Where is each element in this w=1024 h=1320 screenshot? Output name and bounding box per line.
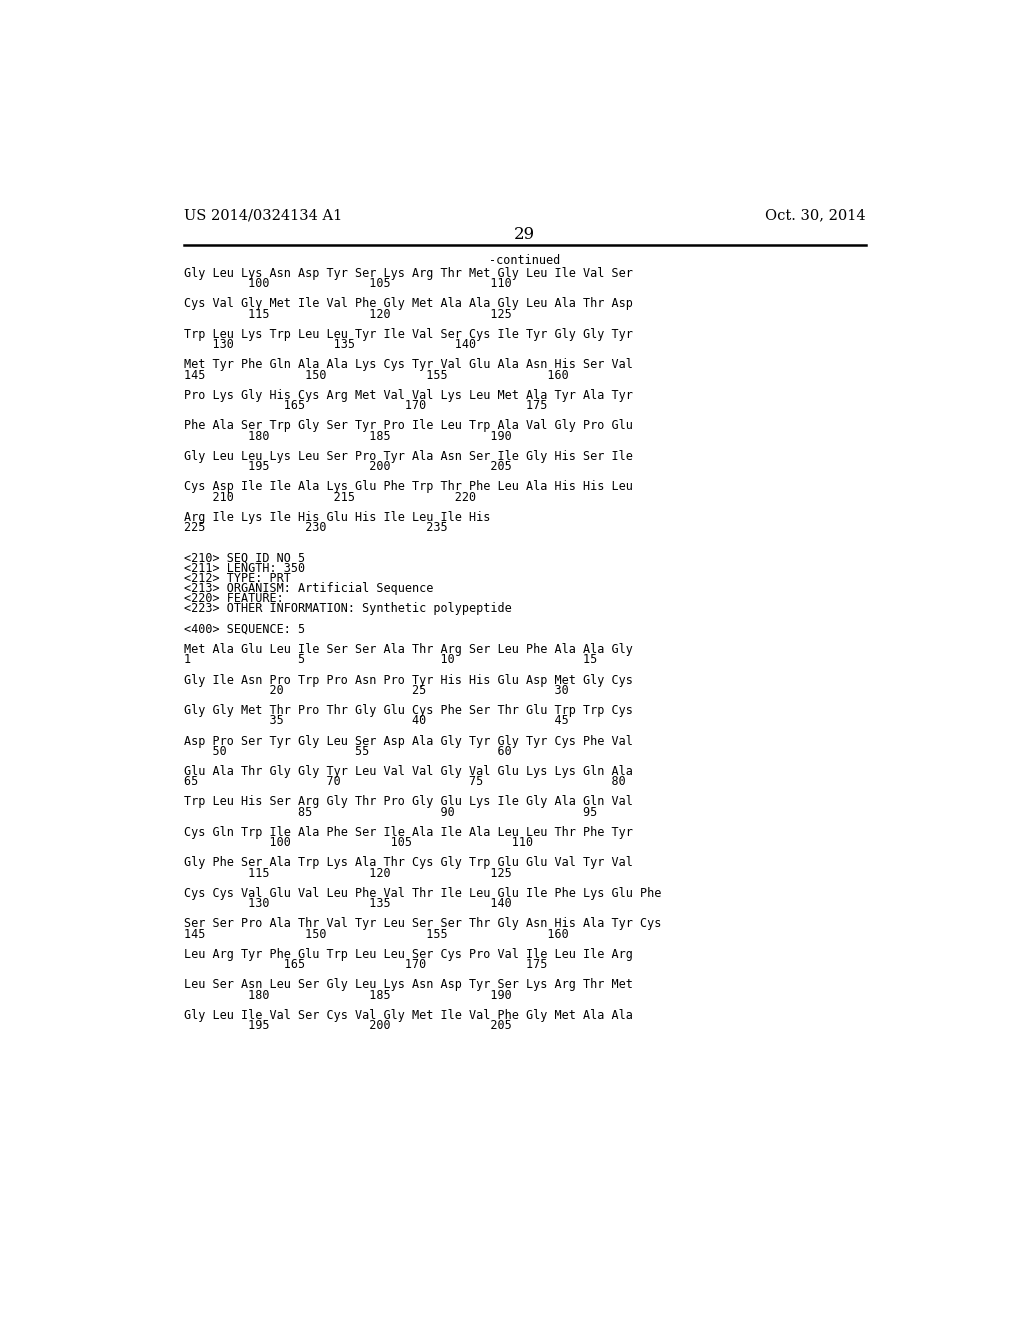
Text: 180              185              190: 180 185 190 xyxy=(183,429,512,442)
Text: Phe Ala Ser Trp Gly Ser Tyr Pro Ile Leu Trp Ala Val Gly Pro Glu: Phe Ala Ser Trp Gly Ser Tyr Pro Ile Leu … xyxy=(183,420,633,433)
Text: Gly Leu Leu Lys Leu Ser Pro Tyr Ala Asn Ser Ile Gly His Ser Ile: Gly Leu Leu Lys Leu Ser Pro Tyr Ala Asn … xyxy=(183,450,633,463)
Text: 65                  70                  75                  80: 65 70 75 80 xyxy=(183,775,626,788)
Text: Pro Lys Gly His Cys Arg Met Val Val Lys Leu Met Ala Tyr Ala Tyr: Pro Lys Gly His Cys Arg Met Val Val Lys … xyxy=(183,389,633,401)
Text: 180              185              190: 180 185 190 xyxy=(183,989,512,1002)
Text: <213> ORGANISM: Artificial Sequence: <213> ORGANISM: Artificial Sequence xyxy=(183,582,433,595)
Text: 115              120              125: 115 120 125 xyxy=(183,308,512,321)
Text: US 2014/0324134 A1: US 2014/0324134 A1 xyxy=(183,209,342,223)
Text: 145              150              155              160: 145 150 155 160 xyxy=(183,368,568,381)
Text: 195              200              205: 195 200 205 xyxy=(183,1019,512,1032)
Text: 85                  90                  95: 85 90 95 xyxy=(183,805,597,818)
Text: 145              150              155              160: 145 150 155 160 xyxy=(183,928,568,941)
Text: Cys Gln Trp Ile Ala Phe Ser Ile Ala Ile Ala Leu Leu Thr Phe Tyr: Cys Gln Trp Ile Ala Phe Ser Ile Ala Ile … xyxy=(183,826,633,840)
Text: <223> OTHER INFORMATION: Synthetic polypeptide: <223> OTHER INFORMATION: Synthetic polyp… xyxy=(183,602,512,615)
Text: Met Tyr Phe Gln Ala Ala Lys Cys Tyr Val Glu Ala Asn His Ser Val: Met Tyr Phe Gln Ala Ala Lys Cys Tyr Val … xyxy=(183,359,633,371)
Text: 115              120              125: 115 120 125 xyxy=(183,867,512,879)
Text: Arg Ile Lys Ile His Glu His Ile Leu Ile His: Arg Ile Lys Ile His Glu His Ile Leu Ile … xyxy=(183,511,490,524)
Text: 35                  40                  45: 35 40 45 xyxy=(183,714,568,727)
Text: Trp Leu Lys Trp Leu Leu Tyr Ile Val Ser Cys Ile Tyr Gly Gly Tyr: Trp Leu Lys Trp Leu Leu Tyr Ile Val Ser … xyxy=(183,327,633,341)
Text: 100              105              110: 100 105 110 xyxy=(183,277,512,290)
Text: Gly Phe Ser Ala Trp Lys Ala Thr Cys Gly Trp Glu Glu Val Tyr Val: Gly Phe Ser Ala Trp Lys Ala Thr Cys Gly … xyxy=(183,857,633,870)
Text: 100              105              110: 100 105 110 xyxy=(183,836,532,849)
Text: <220> FEATURE:: <220> FEATURE: xyxy=(183,593,284,605)
Text: Oct. 30, 2014: Oct. 30, 2014 xyxy=(765,209,866,223)
Text: 130              135              140: 130 135 140 xyxy=(183,338,476,351)
Text: Cys Cys Val Glu Val Leu Phe Val Thr Ile Leu Glu Ile Phe Lys Glu Phe: Cys Cys Val Glu Val Leu Phe Val Thr Ile … xyxy=(183,887,662,900)
Text: <210> SEQ ID NO 5: <210> SEQ ID NO 5 xyxy=(183,552,305,565)
Text: Ser Ser Pro Ala Thr Val Tyr Leu Ser Ser Thr Gly Asn His Ala Tyr Cys: Ser Ser Pro Ala Thr Val Tyr Leu Ser Ser … xyxy=(183,917,662,931)
Text: Trp Leu His Ser Arg Gly Thr Pro Gly Glu Lys Ile Gly Ala Gln Val: Trp Leu His Ser Arg Gly Thr Pro Gly Glu … xyxy=(183,796,633,808)
Text: 225              230              235: 225 230 235 xyxy=(183,521,447,535)
Text: 165              170              175: 165 170 175 xyxy=(183,399,547,412)
Text: <212> TYPE: PRT: <212> TYPE: PRT xyxy=(183,572,291,585)
Text: Asp Pro Ser Tyr Gly Leu Ser Asp Ala Gly Tyr Gly Tyr Cys Phe Val: Asp Pro Ser Tyr Gly Leu Ser Asp Ala Gly … xyxy=(183,734,633,747)
Text: -continued: -continued xyxy=(489,253,560,267)
Text: 130              135              140: 130 135 140 xyxy=(183,898,512,909)
Text: Gly Leu Ile Val Ser Cys Val Gly Met Ile Val Phe Gly Met Ala Ala: Gly Leu Ile Val Ser Cys Val Gly Met Ile … xyxy=(183,1008,633,1022)
Text: Cys Val Gly Met Ile Val Phe Gly Met Ala Ala Gly Leu Ala Thr Asp: Cys Val Gly Met Ile Val Phe Gly Met Ala … xyxy=(183,297,633,310)
Text: Gly Gly Met Thr Pro Thr Gly Glu Cys Phe Ser Thr Glu Trp Trp Cys: Gly Gly Met Thr Pro Thr Gly Glu Cys Phe … xyxy=(183,704,633,717)
Text: Cys Asp Ile Ile Ala Lys Glu Phe Trp Thr Phe Leu Ala His His Leu: Cys Asp Ile Ile Ala Lys Glu Phe Trp Thr … xyxy=(183,480,633,494)
Text: 1               5                   10                  15: 1 5 10 15 xyxy=(183,653,597,667)
Text: 50                  55                  60: 50 55 60 xyxy=(183,744,512,758)
Text: Leu Ser Asn Leu Ser Gly Leu Lys Asn Asp Tyr Ser Lys Arg Thr Met: Leu Ser Asn Leu Ser Gly Leu Lys Asn Asp … xyxy=(183,978,633,991)
Text: Glu Ala Thr Gly Gly Tyr Leu Val Val Gly Val Glu Lys Lys Gln Ala: Glu Ala Thr Gly Gly Tyr Leu Val Val Gly … xyxy=(183,766,633,777)
Text: Gly Ile Asn Pro Trp Pro Asn Pro Tyr His His Glu Asp Met Gly Cys: Gly Ile Asn Pro Trp Pro Asn Pro Tyr His … xyxy=(183,673,633,686)
Text: Leu Arg Tyr Phe Glu Trp Leu Leu Ser Cys Pro Val Ile Leu Ile Arg: Leu Arg Tyr Phe Glu Trp Leu Leu Ser Cys … xyxy=(183,948,633,961)
Text: 20                  25                  30: 20 25 30 xyxy=(183,684,568,697)
Text: Gly Leu Lys Asn Asp Tyr Ser Lys Arg Thr Met Gly Leu Ile Val Ser: Gly Leu Lys Asn Asp Tyr Ser Lys Arg Thr … xyxy=(183,267,633,280)
Text: <400> SEQUENCE: 5: <400> SEQUENCE: 5 xyxy=(183,623,305,636)
Text: 210              215              220: 210 215 220 xyxy=(183,491,476,503)
Text: <211> LENGTH: 350: <211> LENGTH: 350 xyxy=(183,562,305,574)
Text: 165              170              175: 165 170 175 xyxy=(183,958,547,972)
Text: 29: 29 xyxy=(514,226,536,243)
Text: 195              200              205: 195 200 205 xyxy=(183,461,512,473)
Text: Met Ala Glu Leu Ile Ser Ser Ala Thr Arg Ser Leu Phe Ala Ala Gly: Met Ala Glu Leu Ile Ser Ser Ala Thr Arg … xyxy=(183,643,633,656)
